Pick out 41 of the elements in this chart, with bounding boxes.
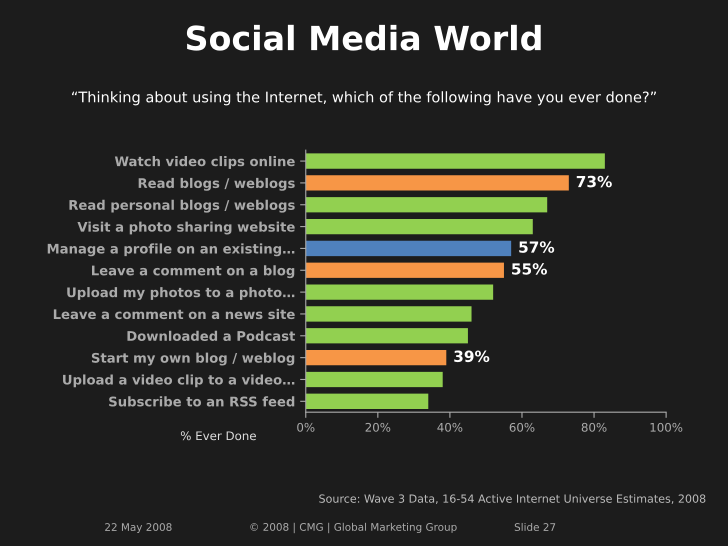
data-label: 57%: [519, 241, 554, 253]
y-tick-label: Upload my photos to a photo…: [67, 287, 294, 300]
x-axis-title: % Ever Done: [180, 431, 256, 440]
x-tick-label: 0%: [297, 422, 314, 432]
data-label: 55%: [512, 263, 547, 275]
bar: [306, 175, 569, 191]
y-tick-label: Subscribe to an RSS feed: [109, 396, 294, 407]
y-tick-label: Watch video clips online: [114, 156, 295, 169]
bar: [306, 153, 605, 169]
bar: [306, 262, 504, 278]
source-note: Source: Wave 3 Data, 16-54 Active Internet Universe Estimates, 2008: [319, 494, 706, 504]
x-tick-label: 20%: [366, 422, 390, 432]
bar: [306, 306, 472, 322]
y-tick-label: Read blogs / weblogs: [138, 178, 295, 191]
y-tick-label: Read personal blogs / weblogs: [69, 200, 295, 213]
bar: [306, 197, 548, 212]
bar: [306, 328, 468, 344]
chart-title: Social Media World: [186, 24, 541, 51]
x-tick-label: 40%: [437, 422, 462, 432]
text: Slide 27: [514, 522, 556, 532]
y-tick-label: Upload a video clip to a video…: [63, 374, 294, 388]
data-label: 73%: [576, 176, 612, 188]
y-tick-label: Start my own blog / weblog: [92, 352, 294, 366]
bar: [306, 284, 494, 300]
y-tick-label: Leave a comment on a news site: [54, 308, 295, 320]
y-tick-label: Leave a comment on a blog: [92, 265, 294, 278]
y-tick-label: Visit a photo sharing website: [77, 222, 295, 234]
bar: [306, 240, 512, 256]
bar: [306, 394, 428, 409]
x-tick-label: 60%: [510, 422, 534, 432]
x-tick-label: 80%: [582, 422, 607, 432]
text: 22 May 2008: [105, 523, 172, 534]
x-tick-label: 100%: [650, 422, 682, 432]
bar: [306, 350, 446, 366]
bar: [306, 372, 443, 388]
text: © 2008 | CMG | Global Marketing Group: [250, 522, 457, 534]
y-tick-label: Manage a profile on an existing…: [48, 243, 294, 256]
y-tick-label: Downloaded a Podcast: [127, 330, 296, 341]
chart-subtitle: “Thinking about using the Internet, which of the following have you ever done?”: [72, 91, 656, 106]
bar: [306, 218, 533, 234]
data-label: 39%: [454, 350, 490, 362]
